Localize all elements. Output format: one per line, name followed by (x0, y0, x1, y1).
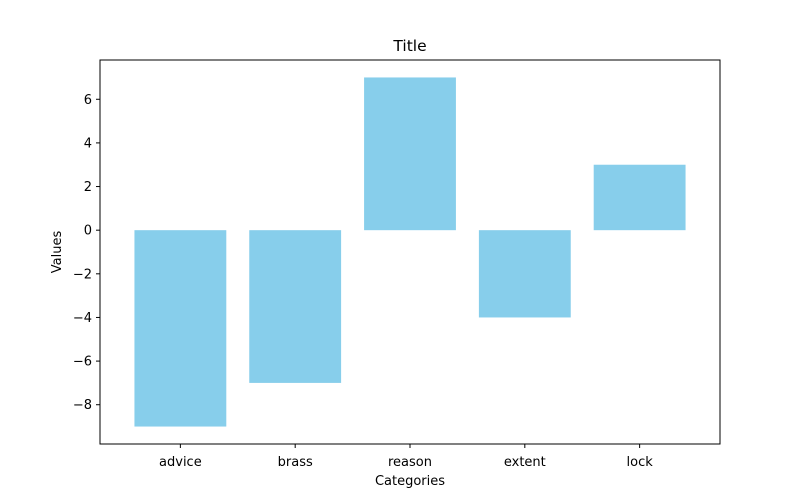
x-tick-label: lock (627, 455, 654, 470)
y-tick-label: −4 (73, 311, 92, 326)
bar-brass (249, 230, 342, 383)
y-tick-label: −6 (73, 355, 92, 370)
plot-frame (99, 59, 721, 445)
chart-title: Title (392, 37, 426, 55)
y-tick-label: 0 (84, 224, 92, 239)
y-tick-label: 4 (84, 136, 92, 151)
bar-advice (134, 230, 227, 427)
x-axis-label: Categories (375, 474, 445, 489)
x-tick-label: advice (159, 455, 202, 470)
y-tick-label: −2 (73, 267, 92, 282)
x-tick-label: brass (278, 455, 313, 470)
bars-group (134, 77, 686, 427)
y-axis-label: Values (50, 231, 65, 274)
x-axis-ticks: advice brass reason extent lock (159, 444, 653, 470)
y-tick-label: 2 (84, 180, 92, 195)
bar-extent (478, 230, 571, 318)
bar-lock (593, 164, 686, 231)
x-tick-label: extent (504, 455, 546, 470)
y-tick-label: −8 (73, 398, 92, 413)
bar-reason (364, 77, 456, 231)
y-tick-label: 6 (84, 93, 92, 108)
x-tick-label: reason (388, 455, 432, 470)
y-axis-ticks: −8 −6 −4 −2 0 2 4 6 (73, 93, 100, 413)
